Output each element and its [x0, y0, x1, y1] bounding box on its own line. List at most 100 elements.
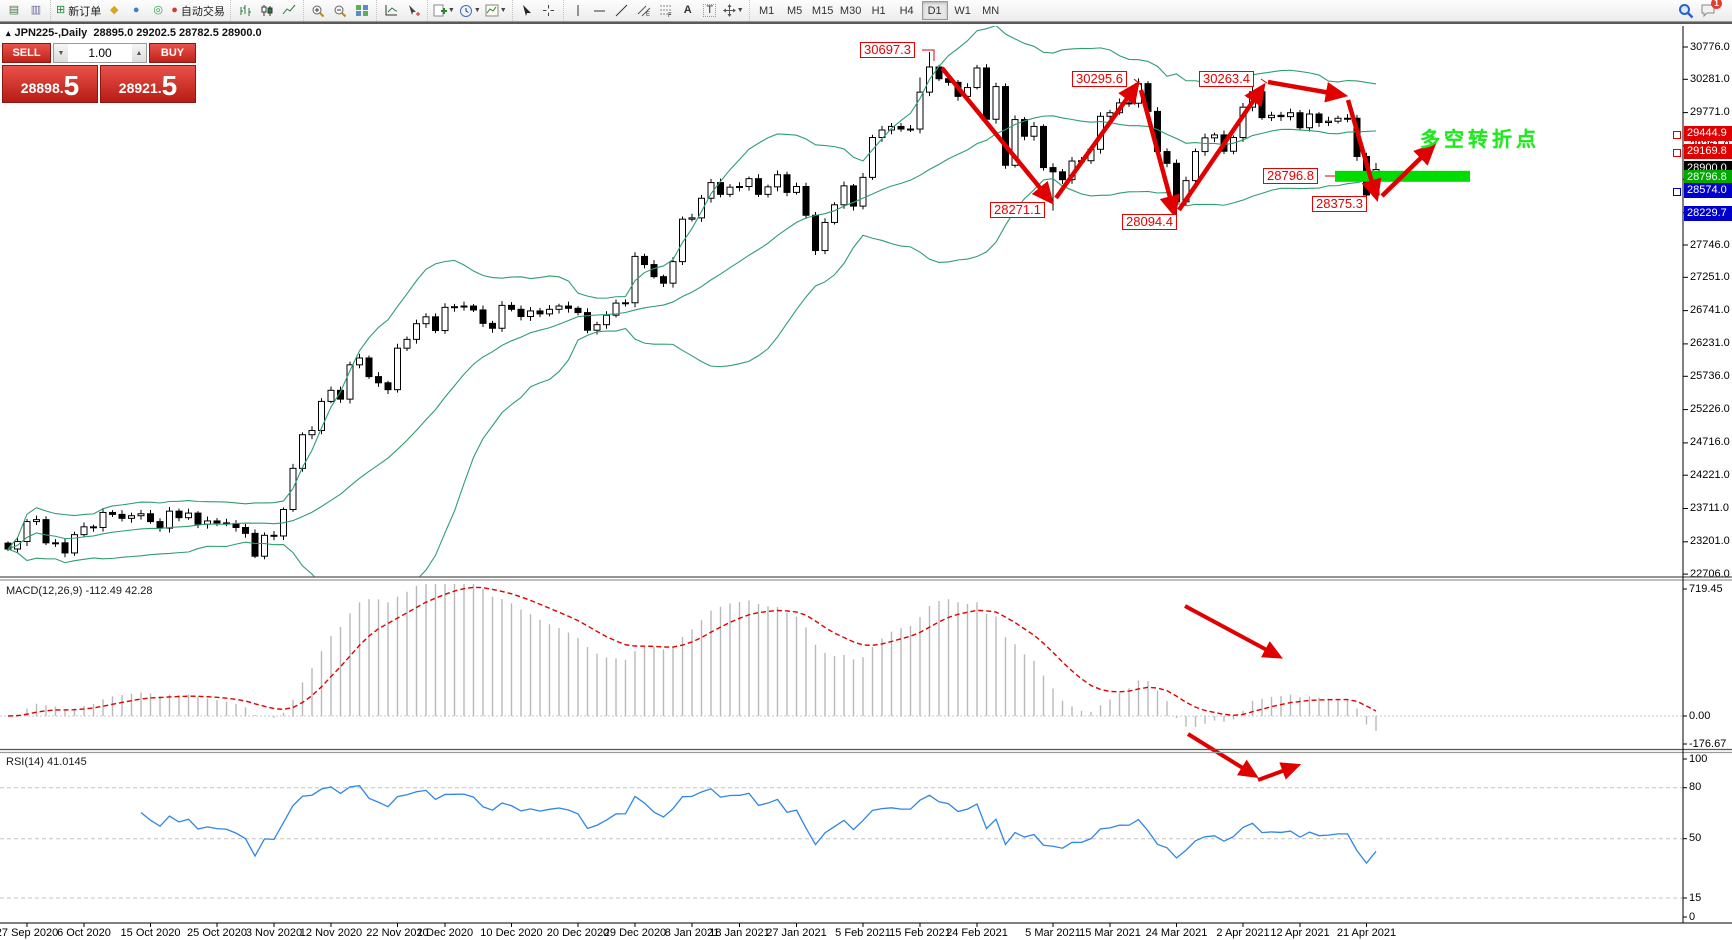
crosshair-tool-button[interactable] — [539, 1, 559, 21]
market-button[interactable]: ● — [126, 1, 146, 21]
timeframe-M30[interactable]: M30 — [839, 4, 862, 17]
price-line-badge: 29169.8 — [1684, 144, 1732, 160]
label-tool-icon: T — [703, 4, 717, 17]
macd-axis-label: 0.00 — [1689, 709, 1711, 722]
rsi-axis-label: 50 — [1689, 832, 1702, 845]
fibonacci-tool-button[interactable]: F — [656, 1, 676, 21]
indicator-trend-arrow[interactable] — [1184, 604, 1283, 659]
timeframe-H1[interactable]: H1 — [871, 4, 886, 17]
sell-button[interactable]: SELL — [2, 43, 51, 63]
volume-box: ▼ ▲ — [53, 43, 147, 63]
sell-price-button[interactable]: 28898. 5 — [2, 65, 98, 103]
timeframe-H4[interactable]: H4 — [899, 4, 914, 17]
tile-windows-button[interactable] — [352, 1, 372, 21]
macd-signal-line — [7, 586, 1377, 717]
indicators-button[interactable] — [381, 1, 401, 21]
annotation-price-label[interactable]: 30295.6 — [1072, 71, 1127, 87]
price-line-badge: 28796.8 — [1684, 169, 1732, 185]
price-tick-label: 26231.0 — [1690, 337, 1730, 350]
line-chart-icon — [282, 4, 296, 15]
timeframe-M15[interactable]: M15 — [811, 4, 834, 17]
dropdown-caret-icon: ▼ — [499, 7, 507, 14]
line-selection-handle[interactable] — [1673, 130, 1681, 139]
buy-price-pip: 5 — [161, 70, 178, 101]
shapes-button[interactable]: ◆ — [104, 1, 124, 21]
periods-button[interactable]: ▼ — [458, 1, 482, 21]
rsi-axis-label: 0 — [1689, 910, 1696, 923]
vline-icon — [577, 5, 579, 16]
new-chart-button[interactable]: ▤ — [4, 1, 24, 21]
zoom-out-button[interactable] — [330, 1, 350, 21]
date-tick-label: 20 Dec 2020 — [546, 927, 610, 939]
annotation-price-label[interactable]: 28796.8 — [1263, 168, 1318, 184]
timeframe-MN[interactable]: MN — [982, 4, 1000, 17]
add-indicator-button[interactable]: ▼ — [432, 1, 456, 21]
bar-chart-button[interactable] — [235, 1, 255, 21]
price-line-badge: 29444.9 — [1684, 126, 1732, 142]
profiles-button[interactable]: ▥ — [26, 1, 46, 21]
new-order-label: 新订单 — [68, 5, 102, 18]
equidistant-channel-icon: E — [637, 5, 651, 17]
label-tool-button[interactable]: T — [700, 1, 720, 21]
tile-windows-icon — [355, 5, 368, 16]
buy-price-button[interactable]: 28921. 5 — [100, 65, 196, 103]
buy-button[interactable]: BUY — [149, 43, 196, 63]
indicator-trend-arrow[interactable] — [1186, 732, 1259, 778]
periods-clock-icon — [459, 4, 472, 17]
text-tool-button[interactable]: A — [678, 1, 698, 21]
new-chart-icon: ▤ — [8, 4, 20, 16]
chat-notification-badge: 1 — [1711, 0, 1722, 9]
hline-tool-button[interactable] — [590, 1, 610, 21]
trendline-icon — [615, 4, 628, 17]
rsi-axis-label: 15 — [1689, 891, 1702, 904]
signals-icon: ◎ — [153, 4, 164, 16]
channel-tool-button[interactable]: E — [634, 1, 654, 21]
chat-button[interactable]: 1 — [1698, 0, 1722, 21]
macd-histogram — [16, 584, 1377, 731]
macd-indicator-label: MACD(12,26,9) -112.49 42.28 — [6, 585, 153, 597]
bullbear-turning-point-text[interactable]: 多空转折点 — [1420, 129, 1540, 151]
text-tool-icon: A — [683, 4, 692, 16]
macd-axis-label: -176.67 — [1689, 737, 1727, 750]
one-click-trading-panel: SELL ▼ ▲ BUY 28898.5 28921.5 — [2, 43, 196, 103]
new-order-button[interactable]: ⊞ 新订单 — [55, 1, 102, 21]
autotrade-button[interactable]: ● 自动交易 — [170, 1, 226, 21]
line-chart-button[interactable] — [279, 1, 299, 21]
annotation-price-label[interactable]: 28271.1 — [990, 202, 1045, 218]
objects-button[interactable] — [403, 1, 423, 21]
timeframe-M5[interactable]: M5 — [786, 4, 803, 17]
timeframe-D1[interactable]: D1 — [921, 1, 948, 20]
annotation-price-label[interactable]: 30263.4 — [1199, 71, 1254, 87]
sell-price-main: 28898. — [20, 80, 64, 96]
price-line-badge: 28574.0 — [1684, 183, 1732, 199]
fibonacci-icon: F — [659, 5, 672, 17]
annotation-price-label[interactable]: 30697.3 — [860, 42, 915, 58]
candlestick-button[interactable] — [257, 1, 277, 21]
price-tick-label: 22706.0 — [1690, 567, 1730, 580]
vline-tool-button[interactable] — [568, 1, 588, 21]
line-selection-handle[interactable] — [1673, 187, 1681, 196]
annotation-price-label[interactable]: 28375.3 — [1312, 196, 1367, 212]
zoom-in-button[interactable] — [308, 1, 328, 21]
search-button[interactable] — [1676, 1, 1696, 21]
signals-button[interactable]: ◎ — [148, 1, 168, 21]
price-tick-label: 30281.0 — [1690, 72, 1730, 85]
indicator-trend-arrow[interactable] — [1257, 762, 1302, 782]
timeframe-M1[interactable]: M1 — [758, 4, 775, 17]
date-tick-label: 12 Apr 2021 — [1270, 927, 1330, 939]
trendline-tool-button[interactable] — [612, 1, 632, 21]
timeframe-W1[interactable]: W1 — [954, 4, 971, 17]
volume-increase-button[interactable]: ▲ — [132, 44, 146, 62]
panel-collapse-icon[interactable]: ▴ — [6, 28, 11, 38]
arrows-tool-button[interactable]: ▼ — [722, 1, 745, 21]
templates-button[interactable]: ▼ — [484, 1, 508, 21]
annotation-price-label[interactable]: 28094.4 — [1122, 214, 1177, 230]
volume-input[interactable] — [68, 44, 132, 62]
volume-decrease-button[interactable]: ▼ — [54, 44, 68, 62]
indicators-icon — [385, 5, 397, 16]
line-selection-handle[interactable] — [1673, 148, 1681, 157]
rsi-indicator-label: RSI(14) 41.0145 — [6, 756, 87, 768]
trend-zigzag-arrows[interactable] — [940, 66, 1437, 219]
cursor-tool-button[interactable] — [517, 1, 537, 21]
